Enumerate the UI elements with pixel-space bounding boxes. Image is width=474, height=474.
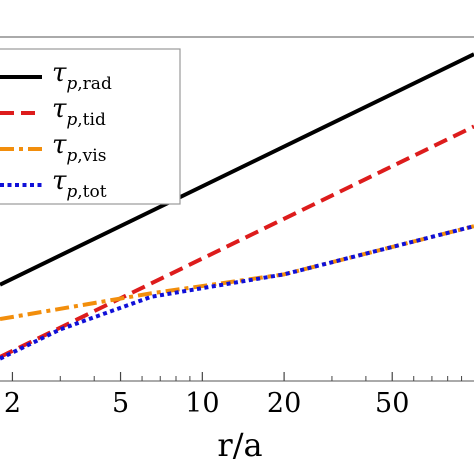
legend-box [0,48,181,205]
legend-entry: τp,vis [0,130,106,166]
x-tick-label: 10 [185,388,219,419]
legend-entry: τp,tot [0,166,107,202]
series-line-tid [0,124,474,359]
series-layer [0,52,474,361]
x-tick-label: 50 [375,388,409,419]
series-line-vis [0,224,474,322]
legend-entry: τp,tid [0,94,106,130]
legend-label: τp,rad [52,58,112,94]
legend-label: τp,vis [52,130,106,166]
x-tick-label: 5 [112,388,129,419]
series-line-rad [0,52,474,287]
x-axis-title: r/a [217,426,262,464]
x-tick-label: 2 [4,388,21,419]
plot-frame [0,36,474,382]
x-axis: 2 5 10 20 50 [4,372,463,419]
series-line-tot [0,224,474,361]
legend-entry: τp,rad [0,58,112,94]
legend-label: τp,tid [52,94,106,130]
x-tick-label: 20 [267,388,301,419]
legend-label: τp,tot [52,166,107,202]
